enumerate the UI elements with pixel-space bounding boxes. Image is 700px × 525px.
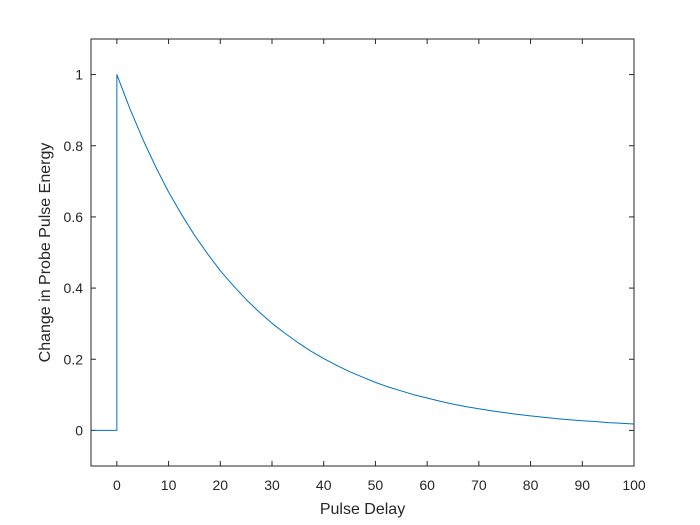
y-tick-label: 0 xyxy=(75,422,83,438)
y-axis-title: Change in Probe Pulse Energy xyxy=(37,143,54,363)
series-layer xyxy=(91,74,635,431)
x-tick-label: 20 xyxy=(212,477,228,493)
plot-area-frame xyxy=(90,38,635,467)
ticks-layer: 0 10 20 30 40 50 60 70 80 90 100 0 0.2 0.4 0.6 0.8 1 xyxy=(64,39,646,493)
y-tick-label: 0.4 xyxy=(64,280,84,296)
x-axis-title: Pulse Delay xyxy=(320,501,405,518)
y-tick-label: 1 xyxy=(75,67,83,83)
series-line xyxy=(91,74,635,431)
x-tick-label: 80 xyxy=(523,477,539,493)
x-tick-label: 90 xyxy=(574,477,590,493)
y-tick-label: 0.2 xyxy=(64,351,84,367)
x-tick-label: 40 xyxy=(316,477,332,493)
x-tick-label: 50 xyxy=(368,477,384,493)
y-tick-label: 0.8 xyxy=(64,138,84,154)
x-tick-label: 100 xyxy=(622,477,646,493)
y-tick-label: 0.6 xyxy=(64,209,84,225)
plot-area-background xyxy=(91,39,634,466)
x-tick-label: 0 xyxy=(113,477,121,493)
x-tick-label: 10 xyxy=(161,477,177,493)
x-tick-label: 70 xyxy=(471,477,487,493)
x-tick-label: 30 xyxy=(264,477,280,493)
x-tick-label: 60 xyxy=(419,477,435,493)
